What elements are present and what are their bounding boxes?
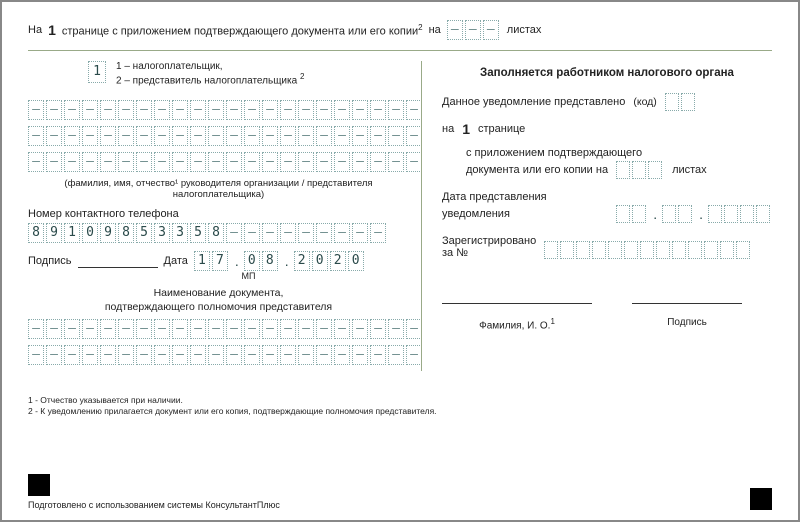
role-line1: 1 – налогоплательщик, bbox=[116, 61, 304, 72]
divider-top bbox=[28, 50, 772, 51]
doc-row2[interactable]: –––––––––––––––––––––– bbox=[28, 345, 409, 365]
right-column: Заполняется работником налогового органа… bbox=[422, 61, 772, 371]
r-sig2-label: Подпись bbox=[632, 317, 742, 328]
phone-row[interactable]: 89109853358––––––––– bbox=[28, 223, 409, 243]
left-column: 1 1 – налогоплательщик, 2 – представител… bbox=[28, 61, 421, 371]
name-caption: (фамилия, имя, отчество¹ руководителя ор… bbox=[28, 178, 409, 200]
r-sig1-label: Фамилия, И. О.1 bbox=[442, 317, 592, 331]
marker-right bbox=[750, 488, 772, 510]
r-datelbl1: Дата представления bbox=[442, 191, 772, 203]
sig-label: Подпись bbox=[28, 255, 72, 267]
marker-left bbox=[28, 474, 50, 496]
r-reglbl2: за № bbox=[442, 247, 536, 259]
footer: Подготовлено с использованием системы Ко… bbox=[28, 474, 772, 510]
form-page: На 1 странице с приложением подтверждающ… bbox=[0, 0, 800, 522]
phone-label: Номер контактного телефона bbox=[28, 208, 409, 220]
r-reglbl1: Зарегистрировано bbox=[442, 235, 536, 247]
role-block: 1 1 – налогоплательщик, 2 – представител… bbox=[88, 61, 409, 86]
r-code-cells[interactable] bbox=[665, 93, 697, 111]
r-att-cells[interactable] bbox=[616, 161, 664, 179]
r-line1b: (код) bbox=[633, 96, 656, 108]
name-row1[interactable]: –––––––––––––––––––––– bbox=[28, 100, 409, 120]
doc-row1[interactable]: –––––––––––––––––––––– bbox=[28, 319, 409, 339]
footnotes: 1 - Отчество указывается при наличии. 2 … bbox=[28, 395, 772, 417]
r-line2c: странице bbox=[478, 123, 525, 135]
date-cells[interactable]: 17. 08. 2020 bbox=[194, 251, 366, 271]
r-line1a: Данное уведомление представлено bbox=[442, 96, 625, 108]
r-sig1-line[interactable] bbox=[442, 303, 592, 317]
role-line2: 2 – представитель налогоплательщика 2 bbox=[116, 72, 304, 86]
footnote-1: 1 - Отчество указывается при наличии. bbox=[28, 395, 772, 406]
r-sig2-line[interactable] bbox=[632, 303, 742, 317]
top-sheets-cells[interactable]: ––– bbox=[447, 20, 501, 40]
sig-underline[interactable] bbox=[78, 254, 158, 268]
top-prefix: На bbox=[28, 24, 42, 36]
top-line: На 1 странице с приложением подтверждающ… bbox=[28, 20, 772, 40]
name-row3[interactable]: –––––––––––––––––––––– bbox=[28, 152, 409, 172]
top-pagenum: 1 bbox=[48, 22, 56, 38]
r-att1: с приложением подтверждающего bbox=[466, 147, 642, 159]
top-text3: листах bbox=[507, 24, 542, 36]
name-row2[interactable]: –––––––––––––––––––––– bbox=[28, 126, 409, 146]
r-reg-cells[interactable] bbox=[544, 241, 752, 259]
r-att3: листах bbox=[672, 164, 707, 176]
right-title: Заполняется работником налогового органа bbox=[442, 67, 772, 79]
doc-caption1: Наименование документа, bbox=[28, 287, 409, 299]
mp-label: МП bbox=[88, 271, 409, 281]
top-text1: странице с приложением подтверждающего д… bbox=[62, 23, 423, 38]
r-line2a: на bbox=[442, 123, 454, 135]
top-text2: на bbox=[429, 24, 441, 36]
r-datelbl2: уведомления bbox=[442, 208, 510, 220]
role-cell[interactable]: 1 bbox=[88, 61, 106, 83]
footer-credit: Подготовлено с использованием системы Ко… bbox=[28, 500, 280, 510]
r-line2b: 1 bbox=[462, 121, 470, 137]
date-label: Дата bbox=[164, 255, 188, 267]
footnote-2: 2 - К уведомлению прилагается документ и… bbox=[28, 406, 772, 417]
r-att2: документа или его копии на bbox=[466, 164, 608, 176]
doc-caption2: подтверждающего полномочия представителя bbox=[28, 301, 409, 313]
r-date-cells[interactable]: . . bbox=[616, 205, 772, 223]
